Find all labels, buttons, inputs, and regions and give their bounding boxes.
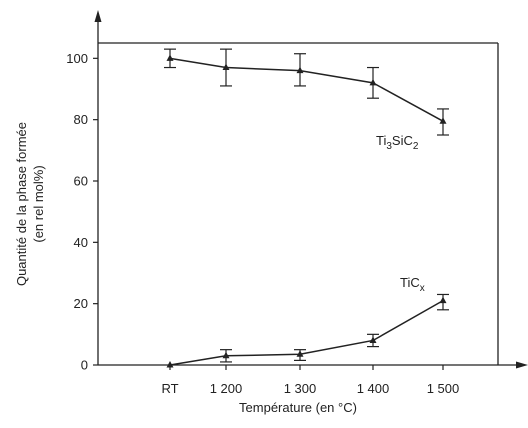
data-point bbox=[166, 54, 174, 61]
data-point bbox=[439, 296, 447, 304]
data-point bbox=[296, 66, 304, 74]
axis-ticks: 0 20 40 60 80 100 RT 1 200 1 300 1 400 1 500 bbox=[66, 51, 459, 396]
series-label-ticx: TiCx bbox=[400, 275, 425, 294]
y-axis-title: Quantité de la phase formée (en rel mol%… bbox=[14, 122, 46, 286]
x-axis-title: Température (en °C) bbox=[239, 400, 357, 415]
y-axis-arrow bbox=[94, 10, 102, 22]
y-tick-label: 40 bbox=[74, 235, 88, 250]
y-tick-label: 100 bbox=[66, 51, 88, 66]
series-line-1 bbox=[169, 299, 444, 366]
x-tick-label: RT bbox=[161, 381, 178, 396]
data-point bbox=[222, 351, 230, 359]
y-axis-title-line-2: (en rel mol%) bbox=[31, 165, 46, 242]
x-tick-label: 1 500 bbox=[427, 381, 460, 396]
x-tick-label: 1 300 bbox=[284, 381, 317, 396]
data-point bbox=[296, 350, 304, 357]
series-line-0 bbox=[169, 57, 444, 122]
series-label-ti3sic2: Ti3SiC2 bbox=[376, 133, 419, 152]
x-tick-label: 1 200 bbox=[210, 381, 243, 396]
y-tick-label: 20 bbox=[74, 296, 88, 311]
data-point bbox=[369, 336, 377, 343]
y-axis-title-line-1: Quantité de la phase formée bbox=[14, 122, 29, 286]
data-point bbox=[439, 117, 447, 124]
y-tick-label: 80 bbox=[74, 112, 88, 127]
data-point bbox=[222, 63, 230, 71]
x-tick-label: 1 400 bbox=[357, 381, 390, 396]
data-point bbox=[166, 361, 174, 368]
series-layer bbox=[164, 48, 449, 368]
y-tick-label: 60 bbox=[74, 174, 88, 189]
x-axis-arrow bbox=[516, 361, 528, 369]
data-point bbox=[369, 78, 377, 86]
y-tick-label: 0 bbox=[81, 358, 88, 373]
